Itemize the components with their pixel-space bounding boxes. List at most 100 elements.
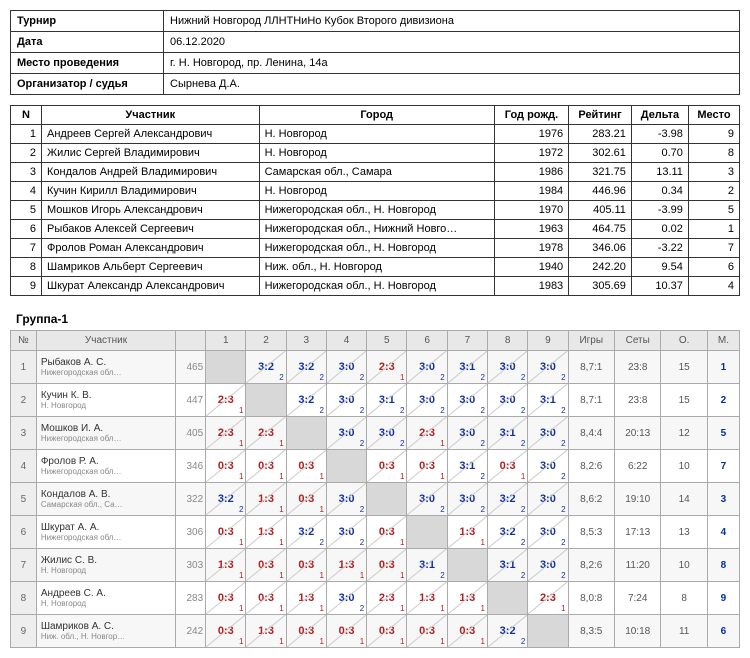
info-table: ТурнирНижний Новгород ЛЛНТНиНо Кубок Вто… [10, 10, 740, 95]
score-cell: 1:31 [246, 516, 286, 549]
group-title: Группа-1 [10, 308, 740, 330]
score-cell: 0:31 [447, 615, 487, 648]
p-place: 1 [688, 220, 739, 239]
g-sets: 23:8 [614, 351, 660, 384]
gh-col: 4 [326, 331, 366, 351]
gh-col: 2 [246, 331, 286, 351]
participants-table: NУчастникГородГод рожд.РейтингДельтаМест… [10, 105, 740, 296]
p-year: 1978 [494, 239, 568, 258]
score-cell: 3:22 [488, 516, 528, 549]
g-rat: 306 [176, 516, 206, 549]
score-cell: 0:31 [206, 582, 246, 615]
gh-col: 3 [286, 331, 326, 351]
score-cell: 3:12 [488, 417, 528, 450]
participant-row: 7 Фролов Роман Александрович Нижегородск… [11, 239, 740, 258]
grid-row: 8 Андреев С. А.Н. Новгород 283 0:310:311… [11, 582, 740, 615]
gh-col: 8 [488, 331, 528, 351]
g-player: Кучин К. В.Н. Новгород [36, 384, 175, 417]
g-n: 2 [11, 384, 37, 417]
diag-cell [407, 516, 447, 549]
score-cell: 1:31 [246, 615, 286, 648]
g-sets: 11:20 [614, 549, 660, 582]
score-cell: 0:31 [206, 450, 246, 483]
score-cell: 1:31 [447, 582, 487, 615]
g-n: 5 [11, 483, 37, 516]
score-cell: 3:02 [407, 483, 447, 516]
p-place: 2 [688, 182, 739, 201]
p-name: Мошков Игорь Александрович [42, 201, 260, 220]
score-cell: 3:02 [528, 351, 568, 384]
score-cell: 3:12 [407, 549, 447, 582]
g-games: 8,0:8 [568, 582, 614, 615]
score-cell: 0:31 [326, 615, 366, 648]
value-org: Сырнева Д.А. [164, 74, 740, 95]
g-player: Жилис С. В.Н. Новгород [36, 549, 175, 582]
g-pts: 10 [661, 450, 707, 483]
score-cell: 3:02 [528, 417, 568, 450]
g-player: Фролов Р. А.Нижегородская обл… [36, 450, 175, 483]
g-games: 8,5:3 [568, 516, 614, 549]
p-name: Фролов Роман Александрович [42, 239, 260, 258]
p-city: Н. Новгород [259, 182, 494, 201]
grid-row: 9 Шамриков А. С.Ниж. обл., Н. Новгор… 24… [11, 615, 740, 648]
g-n: 3 [11, 417, 37, 450]
score-cell: 3:22 [488, 615, 528, 648]
g-n: 9 [11, 615, 37, 648]
g-n: 1 [11, 351, 37, 384]
p-city: Нижегородская обл., Н. Новгород [259, 239, 494, 258]
g-pts: 15 [661, 384, 707, 417]
p-delta: 0.34 [631, 182, 688, 201]
grid-row: 6 Шкурат А. А.Нижегородская обл… 306 0:3… [11, 516, 740, 549]
p-delta: -3.99 [631, 201, 688, 220]
gh-pts: О. [661, 331, 707, 351]
g-pts: 12 [661, 417, 707, 450]
score-cell: 0:31 [246, 549, 286, 582]
g-sets: 19:10 [614, 483, 660, 516]
p-name: Кондалов Андрей Владимирович [42, 163, 260, 182]
diag-cell [447, 549, 487, 582]
g-place: 7 [707, 450, 739, 483]
participant-row: 2 Жилис Сергей Владимирович Н. Новгород … [11, 144, 740, 163]
p-n: 7 [11, 239, 42, 258]
label-tournament: Турнир [11, 11, 164, 32]
score-cell: 0:31 [286, 450, 326, 483]
p-year: 1940 [494, 258, 568, 277]
p-delta: 13.11 [631, 163, 688, 182]
gh-col: 9 [528, 331, 568, 351]
g-rat: 465 [176, 351, 206, 384]
g-place: 5 [707, 417, 739, 450]
grid-row: 2 Кучин К. В.Н. Новгород 447 2:313:223:0… [11, 384, 740, 417]
score-cell: 1:31 [246, 483, 286, 516]
p-delta: 0.70 [631, 144, 688, 163]
score-cell: 3:22 [286, 516, 326, 549]
p-name: Кучин Кирилл Владимирович [42, 182, 260, 201]
label-org: Организатор / судья [11, 74, 164, 95]
participant-row: 9 Шкурат Александр Александрович Нижегор… [11, 277, 740, 296]
score-cell: 0:31 [367, 615, 407, 648]
p-n: 6 [11, 220, 42, 239]
grid-row: 4 Фролов Р. А.Нижегородская обл… 346 0:3… [11, 450, 740, 483]
g-rat: 322 [176, 483, 206, 516]
grid-row: 3 Мошков И. А.Нижегородская обл… 405 2:3… [11, 417, 740, 450]
g-games: 8,6:2 [568, 483, 614, 516]
col-delta: Дельта [631, 106, 688, 125]
p-place: 7 [688, 239, 739, 258]
g-rat: 303 [176, 549, 206, 582]
p-year: 1986 [494, 163, 568, 182]
score-cell: 1:31 [286, 582, 326, 615]
score-cell: 3:02 [326, 516, 366, 549]
p-rating: 302.61 [569, 144, 632, 163]
score-cell: 3:02 [326, 417, 366, 450]
p-year: 1963 [494, 220, 568, 239]
score-cell: 3:02 [528, 549, 568, 582]
score-cell: 0:31 [407, 450, 447, 483]
gh-n: № [11, 331, 37, 351]
score-cell: 0:31 [286, 549, 326, 582]
score-cell: 1:31 [206, 549, 246, 582]
g-place: 8 [707, 549, 739, 582]
col-n: N [11, 106, 42, 125]
g-place: 9 [707, 582, 739, 615]
score-cell: 3:12 [447, 450, 487, 483]
g-place: 2 [707, 384, 739, 417]
diag-cell [246, 384, 286, 417]
